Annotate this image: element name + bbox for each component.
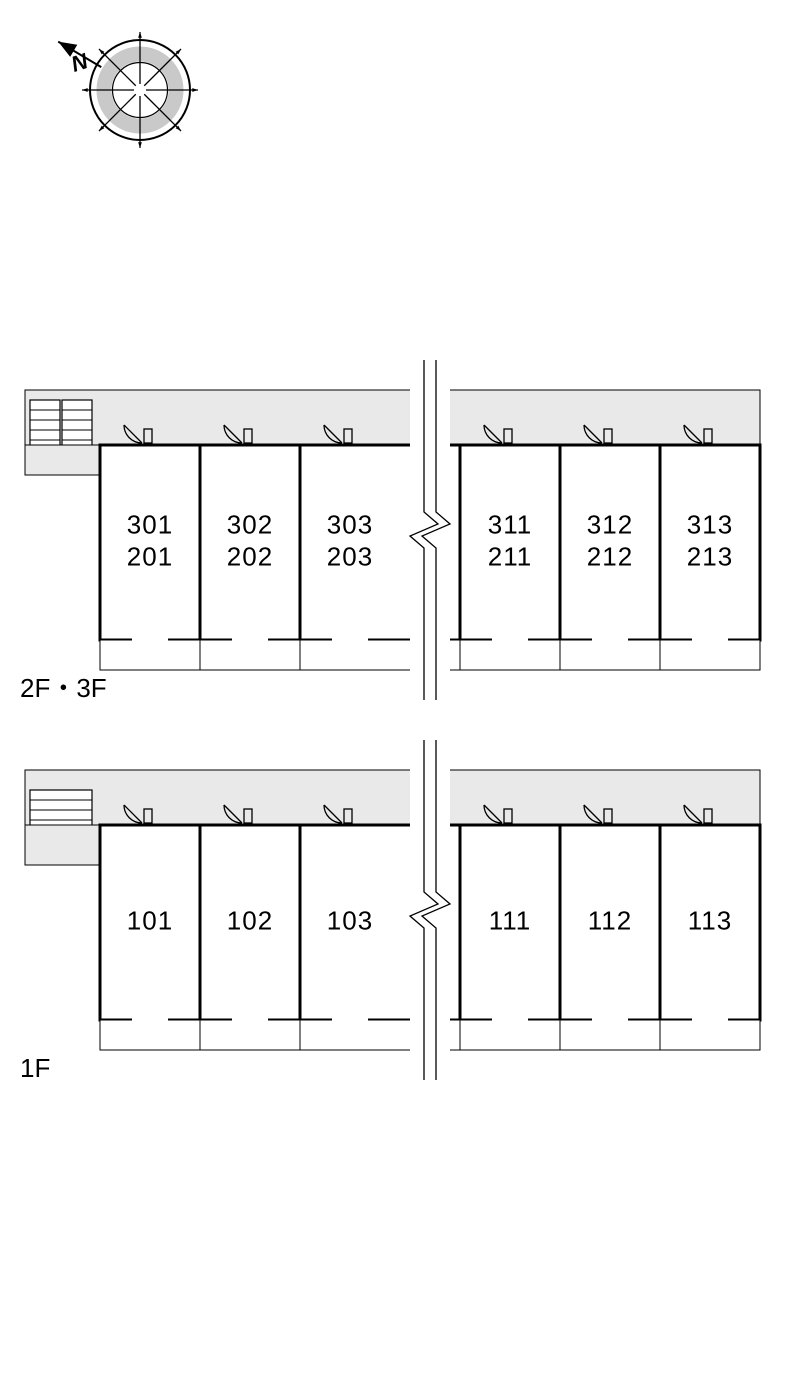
unit-number: 313 bbox=[687, 509, 733, 539]
unit-cell: 112 bbox=[588, 905, 632, 935]
unit-number: 203 bbox=[327, 541, 373, 571]
unit-number: 202 bbox=[227, 541, 273, 571]
unit-number: 201 bbox=[127, 541, 173, 571]
unit-number: 312 bbox=[587, 509, 633, 539]
unit-number: 103 bbox=[327, 905, 373, 935]
unit-number: 101 bbox=[127, 905, 173, 935]
floor-label: 2F・3F bbox=[20, 673, 107, 703]
floor-plan-upper: 301201 302202 303203 311211 312212 313213 2F・3… bbox=[20, 360, 760, 703]
unit-number: 112 bbox=[588, 905, 632, 935]
unit-number: 311 bbox=[488, 509, 532, 539]
unit-number: 102 bbox=[227, 905, 273, 935]
floor-label: 1F bbox=[20, 1053, 50, 1083]
unit-cell: 101 bbox=[127, 905, 173, 935]
unit-number: 211 bbox=[488, 541, 532, 571]
floor-plan-lower: 101 102 103 111 112 113 1F bbox=[20, 740, 760, 1083]
unit-number: 212 bbox=[587, 541, 633, 571]
floorplan-diagram: N 301201 302202 303203 311211 312212 313213 2F・… bbox=[0, 0, 800, 1373]
unit-number: 303 bbox=[327, 509, 373, 539]
compass-north-label: N bbox=[68, 48, 92, 77]
unit-number: 301 bbox=[127, 509, 173, 539]
unit-cell: 103 bbox=[327, 905, 373, 935]
compass-icon: N bbox=[58, 32, 198, 148]
unit-number: 111 bbox=[489, 905, 532, 935]
unit-number: 302 bbox=[227, 509, 273, 539]
unit-number: 113 bbox=[688, 905, 732, 935]
unit-cell: 111 bbox=[489, 905, 532, 935]
unit-cell: 102 bbox=[227, 905, 273, 935]
unit-number: 213 bbox=[687, 541, 733, 571]
unit-cell: 113 bbox=[688, 905, 732, 935]
